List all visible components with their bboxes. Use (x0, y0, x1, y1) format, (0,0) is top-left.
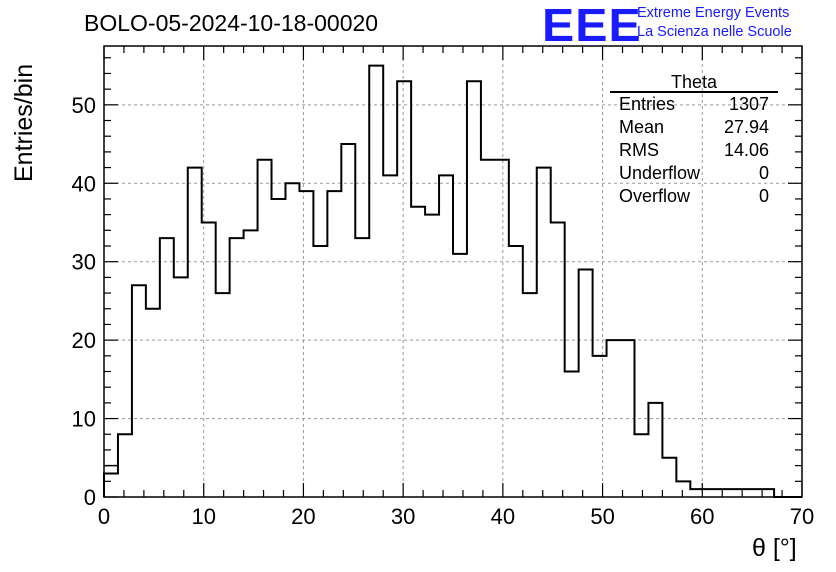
histogram-bin (704, 489, 718, 497)
histogram-bin (258, 160, 272, 497)
x-tick-label: 70 (790, 504, 814, 529)
histogram-bin (425, 215, 439, 497)
histogram-bin (732, 489, 746, 497)
histogram-bin (551, 222, 565, 497)
stats-value: 0 (758, 163, 769, 183)
x-tick-label: 30 (391, 504, 415, 529)
y-tick-label: 30 (72, 250, 96, 275)
y-tick-label: 50 (72, 93, 96, 118)
histogram-bin (160, 238, 174, 497)
y-tick-label: 20 (72, 328, 96, 353)
histogram-bin (593, 356, 607, 497)
histogram-bin (746, 489, 760, 497)
tick-labels: 0 10 20 30 40 50 60 70 0 10 20 30 40 50 (72, 93, 815, 529)
histogram-bin (509, 246, 523, 497)
histogram-bin (467, 81, 481, 497)
histogram-bin (565, 372, 579, 497)
histogram-outline (103, 64, 802, 498)
stats-value: 14.06 (723, 140, 769, 160)
histogram-bin (662, 458, 676, 497)
histogram-bin (607, 340, 621, 497)
histogram-bin (537, 168, 551, 497)
histogram-bin (285, 183, 299, 497)
histogram-bin (634, 434, 648, 497)
histogram-bin (104, 473, 118, 497)
histogram-bin (132, 285, 146, 497)
histogram-bin (676, 481, 690, 497)
x-tick-label: 50 (590, 504, 614, 529)
x-tick-label: 0 (98, 504, 110, 529)
histogram-bin (216, 293, 230, 497)
histogram-bin (355, 238, 369, 497)
plot-frame (103, 45, 803, 498)
stats-label: Overflow (619, 186, 691, 206)
histogram-bin (341, 144, 355, 497)
histogram-bin (230, 238, 244, 497)
histogram-bin (579, 270, 593, 497)
stats-row-entries: Entries 1307 (610, 93, 778, 116)
histogram-bin (648, 403, 662, 497)
histogram-bin (146, 309, 160, 497)
stats-label: RMS (619, 140, 659, 160)
histogram-bin (439, 175, 453, 497)
y-tick-label: 0 (84, 485, 96, 510)
x-axis-label: θ [°] (752, 534, 797, 562)
histogram-bin (313, 246, 327, 497)
x-tick-label: 20 (291, 504, 315, 529)
histogram-bin (244, 230, 258, 497)
axis-ticks (103, 46, 803, 498)
histogram-bin (202, 222, 216, 497)
stats-label: Underflow (619, 163, 701, 183)
chart-title: BOLO-05-2024-10-18-00020 (84, 10, 379, 36)
y-tick-label: 10 (72, 407, 96, 432)
histogram-bin (495, 160, 509, 497)
histogram-bin (481, 160, 495, 497)
x-tick-label: 40 (491, 504, 515, 529)
stats-row-overflow: Overflow 0 (610, 185, 778, 208)
histogram-bin (188, 168, 202, 497)
histogram-bin (272, 199, 286, 497)
histogram-bin (453, 254, 467, 497)
histogram-bin (383, 175, 397, 497)
x-tick-label: 60 (690, 504, 714, 529)
x-tick-label: 10 (191, 504, 215, 529)
y-axis-label: Entries/bin (10, 63, 38, 182)
axes-frame (103, 45, 803, 498)
stats-row-rms: RMS 14.06 (610, 139, 778, 162)
stats-label: Mean (619, 117, 665, 137)
histogram-bin (718, 489, 732, 497)
stats-box: Theta Entries 1307 Mean 27.94 RMS 14.06 … (610, 72, 778, 208)
stats-title: Theta (610, 72, 778, 93)
histogram-bin (299, 191, 313, 497)
stats-value: 27.94 (723, 117, 769, 137)
stats-value: 1307 (728, 94, 769, 114)
eee-logo: EEE (542, 0, 642, 51)
histogram-bin (397, 81, 411, 497)
histogram-bin (174, 277, 188, 497)
logo-caption: Extreme Energy Events La Scienza nelle S… (637, 4, 792, 42)
stats-value: 0 (758, 186, 769, 206)
histogram-bin (118, 434, 132, 497)
logo-caption-line1: Extreme Energy Events (637, 5, 790, 21)
stats-label: Entries (619, 94, 676, 114)
histogram-bin (621, 340, 635, 497)
logo-caption-line2: La Scienza nelle Scuole (637, 24, 792, 40)
y-tick-label: 40 (72, 171, 96, 196)
stats-row-underflow: Underflow 0 (610, 162, 778, 185)
stats-row-mean: Mean 27.94 (610, 116, 778, 139)
histogram-bin (523, 293, 537, 497)
histogram-bin (369, 66, 383, 497)
histogram-bin (411, 207, 425, 497)
histogram-bin (327, 191, 341, 497)
